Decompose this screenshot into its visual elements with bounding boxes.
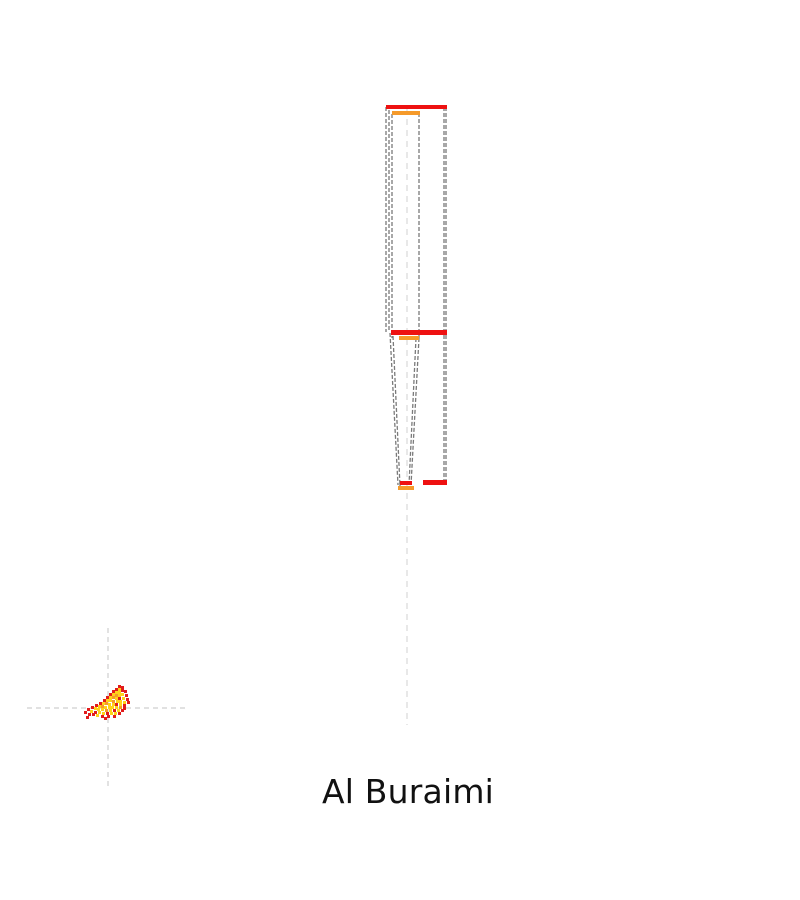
top-level-bar [386,105,447,115]
zoom-connector-lines [385,107,447,487]
bottom-level-bar [398,480,447,490]
locator-country-shape [84,685,130,720]
region-name-label: Al Buraimi [321,772,495,811]
locator-crosshair [27,628,188,788]
middle-level-bar [391,330,447,340]
